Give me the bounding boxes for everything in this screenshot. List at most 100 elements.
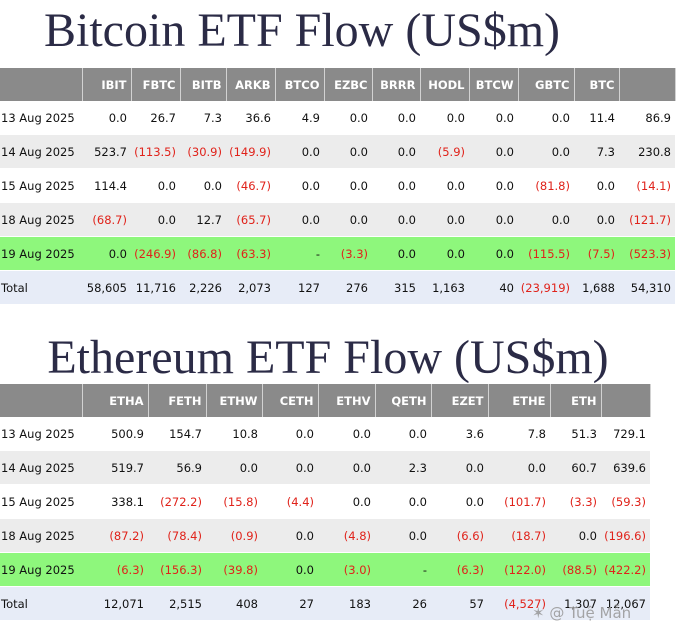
bitcoin-row-label: 13 Aug 2025 (0, 101, 82, 135)
ethereum-header-cell (601, 384, 651, 417)
bitcoin-value-cell: 0.0 (324, 101, 372, 135)
bitcoin-row-label: 18 Aug 2025 (0, 202, 82, 237)
ethereum-value-cell: (196.6) (601, 518, 650, 553)
ethereum-row-label: 14 Aug 2025 (0, 450, 82, 485)
bitcoin-value-cell: 0.0 (324, 134, 372, 169)
bitcoin-value-cell: (3.3) (324, 236, 372, 271)
bitcoin-header-cell: EZBC (324, 68, 373, 101)
ethereum-value-cell: (122.0) (488, 552, 550, 587)
ethereum-value-cell: 1,307 (550, 586, 601, 621)
ethereum-table-body: 13 Aug 2025 500.9 154.7 10.8 0.0 0.0 0.0 3.6 7.8… (0, 417, 650, 621)
bitcoin-etf-table: IBIT FBTC BITB ARKB BTCO EZBC BRRR HODL BTCW GBTC… (0, 68, 676, 305)
ethereum-value-cell: 0.0 (262, 518, 318, 553)
ethereum-value-cell: (78.4) (148, 518, 206, 553)
ethereum-value-cell: 0.0 (262, 450, 318, 485)
ethereum-value-cell: 60.7 (550, 450, 601, 485)
ethereum-value-cell: (88.5) (550, 552, 601, 587)
ethereum-row-label: Total (0, 586, 82, 621)
bitcoin-value-cell: (86.8) (180, 236, 226, 271)
bitcoin-value-cell: (46.7) (226, 168, 275, 203)
bitcoin-table-row: 18 Aug 2025 (68.7) 0.0 12.7 (65.7) 0.0 0.0 0.0 0… (0, 202, 675, 237)
bitcoin-value-cell: 2,073 (226, 270, 275, 305)
bitcoin-value-cell: 315 (372, 270, 420, 305)
bitcoin-value-cell: 0.0 (420, 202, 469, 237)
bitcoin-value-cell: (68.7) (82, 202, 131, 237)
bitcoin-header-cell (619, 68, 676, 101)
ethereum-value-cell: 0.0 (318, 417, 375, 451)
ethereum-value-cell: (59.3) (601, 484, 650, 519)
bitcoin-value-cell: (65.7) (226, 202, 275, 237)
ethereum-header-cell: CETH (262, 384, 319, 417)
ethereum-value-cell: 183 (318, 586, 375, 621)
bitcoin-value-cell: 40 (469, 270, 518, 305)
bitcoin-row-label: 19 Aug 2025 (0, 236, 82, 271)
ethereum-row-label: 15 Aug 2025 (0, 484, 82, 519)
bitcoin-value-cell: (115.5) (518, 236, 574, 271)
ethereum-value-cell: 0.0 (206, 450, 262, 485)
bitcoin-value-cell: 0.0 (469, 168, 518, 203)
watermark: ✶ @ Tuệ Mẫn (532, 604, 631, 622)
ethereum-value-cell: - (375, 552, 431, 587)
bitcoin-value-cell: (5.9) (420, 134, 469, 169)
ethereum-value-cell: 27 (262, 586, 318, 621)
bitcoin-header-cell (0, 68, 83, 101)
ethereum-table-row: 14 Aug 2025 519.7 56.9 0.0 0.0 0.0 2.3 0.0 0.0 60… (0, 450, 650, 485)
ethereum-value-cell: (272.2) (148, 484, 206, 519)
bitcoin-row-label: Total (0, 270, 82, 305)
bitcoin-value-cell: 0.0 (372, 236, 420, 271)
bitcoin-table-row: 13 Aug 2025 0.0 26.7 7.3 36.6 4.9 0.0 0.0 0.0 0.0… (0, 101, 675, 135)
bitcoin-value-cell: 4.9 (275, 101, 324, 135)
bitcoin-header-cell: GBTC (518, 68, 575, 101)
ethereum-value-cell: (6.3) (431, 552, 488, 587)
ethereum-value-cell: (156.3) (148, 552, 206, 587)
ethereum-value-cell: 0.0 (375, 417, 431, 451)
bitcoin-value-cell: 0.0 (420, 168, 469, 203)
ethereum-table-row: 19 Aug 2025 (6.3) (156.3) (39.8) 0.0 (3.0) - (6… (0, 552, 650, 587)
bitcoin-value-cell: 0.0 (518, 202, 574, 237)
bitcoin-value-cell: (113.5) (131, 134, 180, 169)
bitcoin-value-cell: (14.1) (619, 168, 675, 203)
bitcoin-table-row: 19 Aug 2025 0.0 (246.9) (86.8) (63.3) - (3.3) 0… (0, 236, 675, 271)
ethereum-value-cell: (101.7) (488, 484, 550, 519)
bitcoin-value-cell: (523.3) (619, 236, 675, 271)
bitcoin-value-cell: 0.0 (372, 202, 420, 237)
ethereum-value-cell: 500.9 (82, 417, 148, 451)
bitcoin-value-cell: 0.0 (131, 202, 180, 237)
bitcoin-title: Bitcoin ETF Flow (US$m) (43, 4, 561, 57)
ethereum-header-cell: ETH (550, 384, 602, 417)
bitcoin-header-cell: BRRR (372, 68, 421, 101)
ethereum-value-cell: (15.8) (206, 484, 262, 519)
watermark-logo-icon: ✶ (532, 604, 545, 622)
bitcoin-table-row: 15 Aug 2025 114.4 0.0 0.0 (46.7) 0.0 0.0 0.0 0.0… (0, 168, 675, 203)
bitcoin-value-cell: 0.0 (82, 101, 131, 135)
ethereum-value-cell: 0.0 (318, 484, 375, 519)
bitcoin-value-cell: 11,716 (131, 270, 180, 305)
ethereum-header-cell: ETHA (82, 384, 149, 417)
bitcoin-value-cell: 12.7 (180, 202, 226, 237)
ethereum-value-cell: (3.0) (318, 552, 375, 587)
bitcoin-value-cell: 0.0 (324, 202, 372, 237)
ethereum-row-label: 18 Aug 2025 (0, 518, 82, 553)
bitcoin-value-cell: (63.3) (226, 236, 275, 271)
ethereum-value-cell: 154.7 (148, 417, 206, 451)
ethereum-value-cell: 0.0 (262, 552, 318, 587)
ethereum-row-label: 13 Aug 2025 (0, 417, 82, 451)
ethereum-row-label: 19 Aug 2025 (0, 552, 82, 587)
bitcoin-header-cell: BTC (574, 68, 620, 101)
bitcoin-value-cell: 54,310 (619, 270, 675, 305)
bitcoin-value-cell: 0.0 (469, 134, 518, 169)
bitcoin-value-cell: 0.0 (372, 101, 420, 135)
bitcoin-value-cell: 0.0 (275, 168, 324, 203)
bitcoin-value-cell: (149.9) (226, 134, 275, 169)
bitcoin-header-cell: BTCW (469, 68, 519, 101)
bitcoin-value-cell: 7.3 (180, 101, 226, 135)
ethereum-value-cell: (87.2) (82, 518, 148, 553)
ethereum-value-cell: 2,515 (148, 586, 206, 621)
ethereum-etf-table: ETHA FETH ETHW CETH ETHV QETH EZET ETHE ETH 13 A… (0, 384, 651, 621)
ethereum-value-cell: (4.4) (262, 484, 318, 519)
ethereum-header-cell: FETH (148, 384, 207, 417)
bitcoin-value-cell: 11.4 (574, 101, 619, 135)
ethereum-value-cell: 56.9 (148, 450, 206, 485)
ethereum-table-row: Total 12,071 2,515 408 27 183 26 57 (4,527) 1,307… (0, 586, 650, 621)
ethereum-value-cell: 408 (206, 586, 262, 621)
